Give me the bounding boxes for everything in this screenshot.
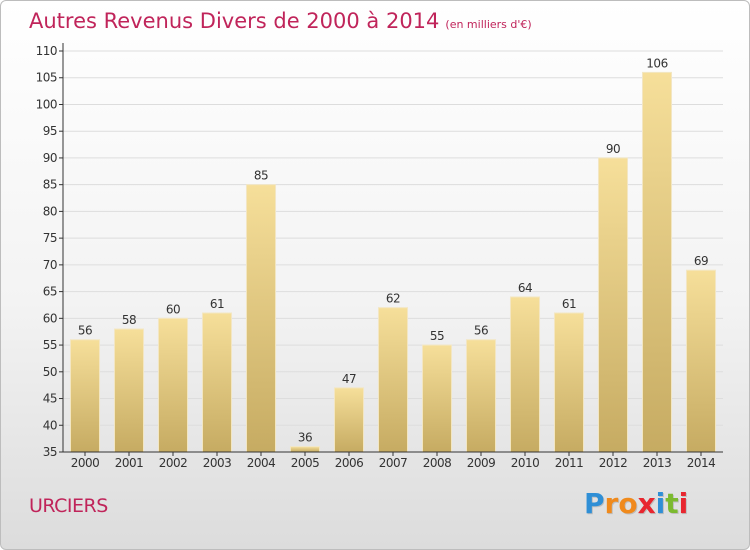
chart-title-main: Autres Revenus Divers de 2000 à 2014	[29, 9, 440, 33]
bar	[465, 339, 497, 453]
y-tick-label: 80	[43, 204, 57, 218]
y-tick-label: 35	[43, 445, 57, 459]
x-tick-label: 2006	[335, 456, 364, 470]
data-label: 56	[474, 324, 488, 338]
data-label: 47	[342, 372, 356, 386]
y-tick-label: 55	[43, 338, 57, 352]
bar	[421, 344, 453, 453]
chart-title-unit: (en milliers d'€)	[445, 18, 532, 31]
data-label: 56	[78, 324, 92, 338]
data-label: 55	[430, 329, 444, 343]
x-tick-label: 2009	[467, 456, 496, 470]
x-tick-label: 2005	[291, 456, 320, 470]
bar	[509, 296, 541, 453]
bar	[113, 328, 145, 453]
y-tick-label: 85	[43, 178, 57, 192]
data-label: 62	[386, 292, 400, 306]
logo-letter: i	[655, 487, 666, 520]
bar	[641, 71, 673, 453]
x-tick-label: 2008	[423, 456, 452, 470]
bar	[553, 312, 585, 453]
y-tick-label: 105	[36, 71, 57, 85]
bar	[69, 339, 101, 453]
bar	[245, 184, 277, 453]
x-tick-label: 2001	[115, 456, 144, 470]
x-tick-label: 2000	[71, 456, 100, 470]
data-label: 36	[298, 431, 312, 445]
y-tick-label: 95	[43, 124, 57, 138]
logo-letter: o	[618, 487, 638, 520]
commune-name: URCIERS	[29, 495, 108, 517]
y-tick-label: 45	[43, 392, 57, 406]
x-tick-label: 2012	[599, 456, 628, 470]
y-tick-label: 90	[43, 151, 57, 165]
logo-letter: r	[604, 487, 619, 520]
data-label: 90	[606, 142, 620, 156]
data-label: 85	[254, 169, 268, 183]
y-tick-label: 100	[36, 97, 57, 111]
bar	[201, 312, 233, 453]
y-tick-label: 40	[43, 418, 57, 432]
logo-letter: i	[678, 487, 689, 520]
x-tick-label: 2013	[643, 456, 672, 470]
chart-title: Autres Revenus Divers de 2000 à 2014 (en …	[29, 9, 532, 33]
y-tick-label: 50	[43, 365, 57, 379]
bar	[333, 387, 365, 453]
x-tick-label: 2003	[203, 456, 232, 470]
y-tick-label: 65	[43, 285, 57, 299]
y-tick-label: 70	[43, 258, 57, 272]
data-label: 60	[166, 302, 180, 316]
bar	[377, 307, 409, 453]
bar	[157, 317, 189, 453]
bar	[289, 446, 321, 453]
data-label: 58	[122, 313, 136, 327]
data-label: 64	[518, 281, 532, 295]
logo-letter: t	[665, 487, 679, 520]
bar	[597, 157, 629, 453]
data-label: 61	[210, 297, 224, 311]
bars: 56 58 60 61 85 36 47 62 55 56 64 61 90 106 69	[69, 56, 717, 453]
y-tick-label: 110	[36, 44, 57, 58]
x-tick-label: 2004	[247, 456, 276, 470]
bar	[685, 269, 717, 453]
logo-letter: P	[584, 487, 605, 520]
x-tick-label: 2002	[159, 456, 188, 470]
y-tick-label: 60	[43, 311, 57, 325]
data-label: 61	[562, 297, 576, 311]
y-tick-label: 75	[43, 231, 57, 245]
axes: 35 40 45 50 55 60 65 70 75 80 85 90 95 100 105 110 2000 2…	[36, 43, 723, 470]
x-tick-label: 2011	[555, 456, 584, 470]
x-tick-label: 2007	[379, 456, 408, 470]
data-label: 106	[646, 56, 667, 70]
logo-letter: x	[637, 487, 656, 520]
x-tick-label: 2014	[687, 456, 716, 470]
data-label: 69	[694, 254, 708, 268]
x-tick-label: 2010	[511, 456, 540, 470]
